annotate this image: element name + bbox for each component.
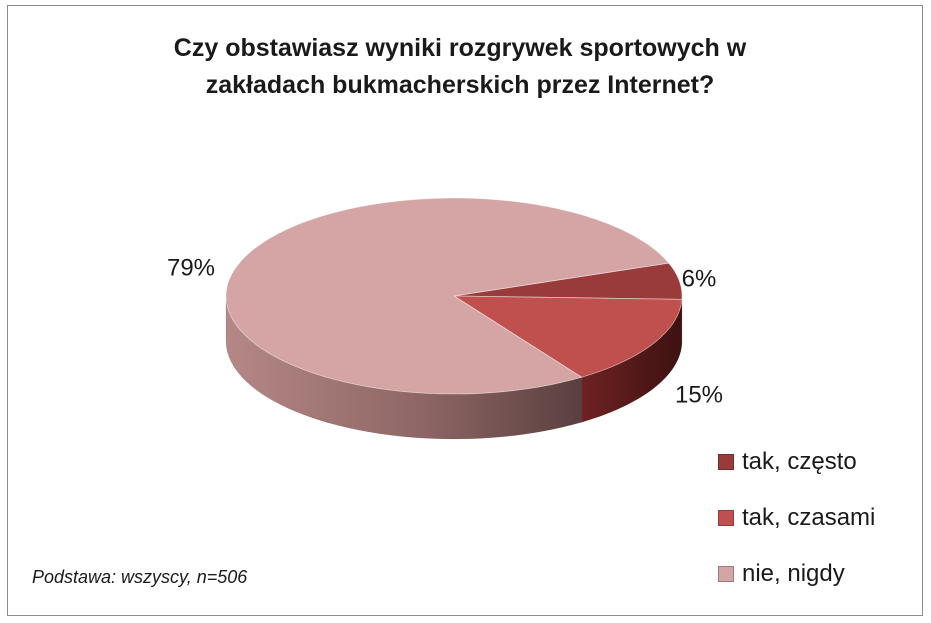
slice-tak-czasami [452, 295, 683, 378]
pie-slices [225, 197, 683, 440]
legend-item-tak-czesto: tak, często [718, 448, 875, 476]
legend-label: tak, często [742, 448, 857, 475]
data-label-tak-czasami: 15% [675, 381, 723, 408]
legend-label: nie, nigdy [742, 560, 845, 587]
legend-item-nie-nigdy: nie, nigdy [718, 560, 875, 588]
legend-label: tak, czasami [742, 504, 876, 531]
legend-swatch-tak-czasami [718, 510, 734, 526]
legend-swatch-tak-czesto [718, 454, 734, 470]
chart-title: Czy obstawiasz wyniki rozgrywek sportowy… [60, 30, 860, 104]
chart-title-line-1: Czy obstawiasz wyniki rozgrywek sportowy… [173, 34, 747, 62]
data-label-tak-czesto: 6% [682, 265, 717, 292]
legend: tak, często tak, czasami nie, nigdy [718, 448, 875, 616]
footnote: Podstawa: wszyscy, n=506 [32, 567, 248, 587]
slice-nie-nigdy [225, 197, 670, 395]
legend-item-tak-czasami: tak, czasami [718, 504, 875, 532]
pie-labels: 6% 15% 79% [167, 254, 723, 408]
legend-swatch-nie-nigdy [718, 566, 734, 582]
data-label-nie-nigdy: 79% [167, 254, 215, 281]
chart-title-line-2: zakładach bukmacherskich przez Internet? [205, 71, 715, 99]
